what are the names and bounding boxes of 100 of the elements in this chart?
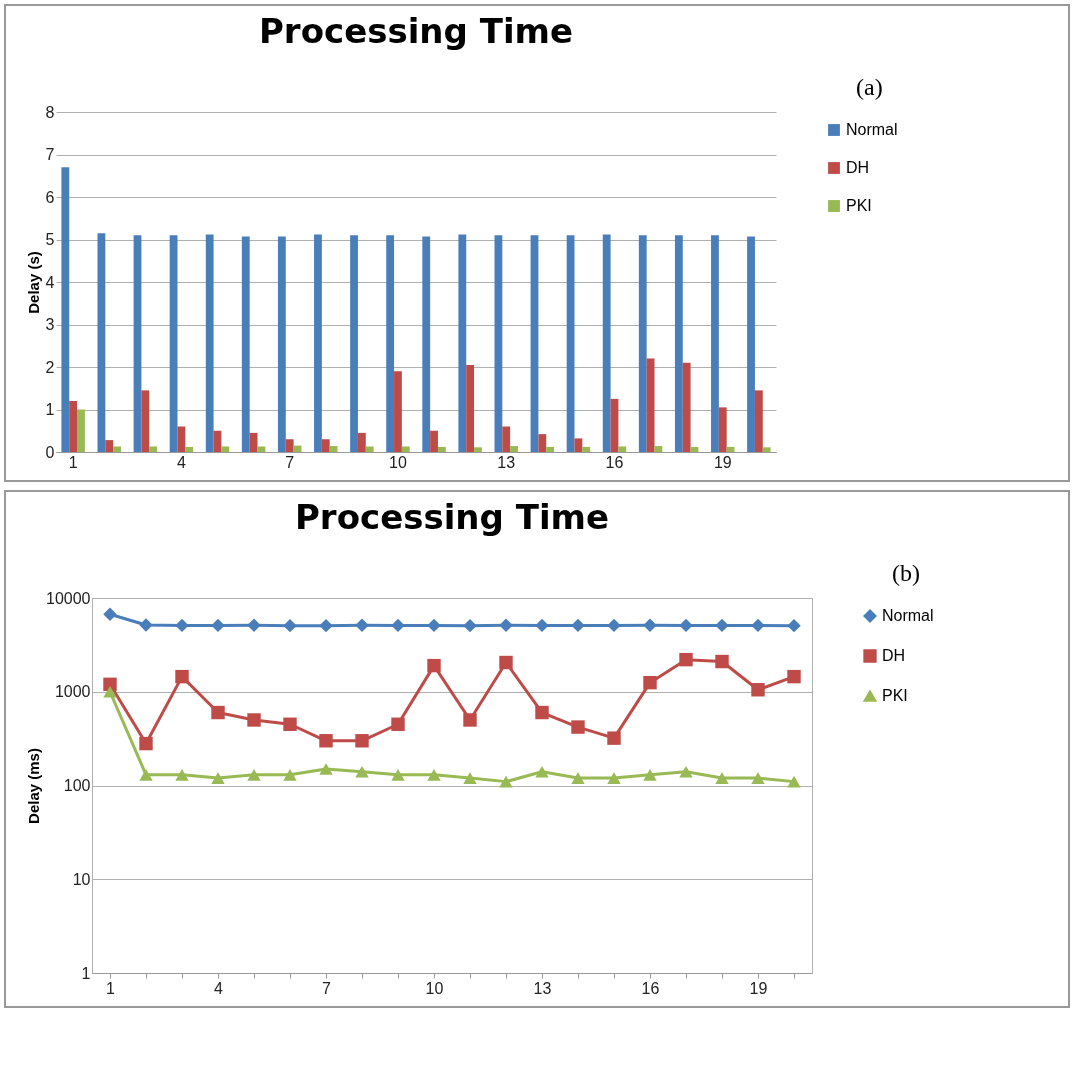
point xyxy=(283,618,297,633)
bar xyxy=(321,439,330,452)
point xyxy=(391,618,405,633)
bar xyxy=(430,430,438,452)
point xyxy=(139,618,153,632)
x-tick-label: 10 xyxy=(389,453,407,471)
bar xyxy=(546,446,555,452)
x-tick-label: 10 xyxy=(425,979,444,997)
point xyxy=(535,705,549,720)
x-tick-label: 13 xyxy=(497,453,516,471)
y-tick-label: 4 xyxy=(45,273,55,291)
y-tick-label: 100 xyxy=(63,777,91,794)
x-tick-label: 19 xyxy=(749,979,768,997)
bar xyxy=(221,446,230,452)
bar xyxy=(422,236,431,452)
point xyxy=(463,713,477,727)
bar xyxy=(97,233,106,452)
y-tick-label: 1 xyxy=(81,964,91,982)
point xyxy=(211,705,225,720)
bar xyxy=(401,446,410,452)
bar xyxy=(711,235,719,452)
bar xyxy=(169,235,178,452)
point xyxy=(247,713,261,727)
y-tick-label: 0 xyxy=(45,443,55,461)
point xyxy=(355,618,369,632)
y-tick-label: 6 xyxy=(45,188,55,206)
bar xyxy=(61,167,70,452)
point xyxy=(715,618,729,633)
point xyxy=(211,618,225,633)
y-tick-label: 10000 xyxy=(46,589,91,607)
point xyxy=(499,775,513,788)
point xyxy=(391,769,405,781)
point xyxy=(715,772,729,784)
point xyxy=(355,765,369,778)
text: (a) xyxy=(856,74,883,100)
x-tick-label: 7 xyxy=(285,453,295,471)
bar xyxy=(329,446,338,452)
point xyxy=(103,607,117,622)
x-tick-label: 16 xyxy=(641,979,660,997)
bar xyxy=(538,434,547,452)
point xyxy=(751,772,765,784)
point xyxy=(391,717,405,731)
point xyxy=(283,769,297,781)
y-tick-label: 3 xyxy=(45,316,55,333)
y-tick-label: 2 xyxy=(45,358,55,376)
point xyxy=(535,765,549,778)
legend-label: PKI xyxy=(882,687,908,704)
bar xyxy=(437,446,446,452)
bar xyxy=(149,446,158,452)
point xyxy=(643,618,657,632)
point xyxy=(319,618,333,633)
bar xyxy=(69,401,78,452)
point xyxy=(463,772,477,784)
bar xyxy=(602,234,611,452)
y-tick-label: 5 xyxy=(45,231,55,248)
y-tick-label: 8 xyxy=(45,103,55,121)
bar xyxy=(185,446,194,452)
point xyxy=(103,685,117,698)
point xyxy=(427,618,441,633)
bar xyxy=(285,439,294,452)
point xyxy=(427,658,441,673)
bar xyxy=(582,446,591,452)
legend-label: Normal xyxy=(882,607,934,624)
bar xyxy=(574,438,583,452)
bar xyxy=(357,432,366,452)
x-tick-label: 4 xyxy=(176,453,186,471)
bar xyxy=(510,446,518,452)
point xyxy=(679,765,693,778)
point xyxy=(247,618,261,632)
point xyxy=(535,618,549,633)
bar xyxy=(466,364,475,452)
y-tick-label: 7 xyxy=(45,146,55,163)
bar xyxy=(133,235,142,452)
point xyxy=(247,769,261,781)
point xyxy=(427,769,441,781)
y-tick-label: 1 xyxy=(45,401,55,418)
bar xyxy=(754,390,763,452)
bar xyxy=(458,234,467,452)
point xyxy=(787,669,801,684)
point xyxy=(175,669,189,684)
chart-title: Processing Time xyxy=(294,497,610,537)
y-axis-title: Delay (ms) xyxy=(25,748,43,824)
bar xyxy=(113,446,121,452)
legend-label: Normal xyxy=(846,121,898,138)
bar xyxy=(530,235,539,452)
bar xyxy=(205,234,214,452)
point xyxy=(319,763,333,775)
point xyxy=(607,731,621,745)
bar xyxy=(249,432,258,452)
point xyxy=(319,734,333,748)
bar xyxy=(474,447,482,452)
bar xyxy=(718,407,727,452)
point xyxy=(751,683,765,697)
point xyxy=(607,772,621,784)
point xyxy=(175,769,189,781)
bar xyxy=(77,409,85,452)
bar xyxy=(386,235,395,452)
bar xyxy=(277,236,286,452)
point xyxy=(787,618,801,633)
chart-title: Processing Time xyxy=(258,11,574,51)
